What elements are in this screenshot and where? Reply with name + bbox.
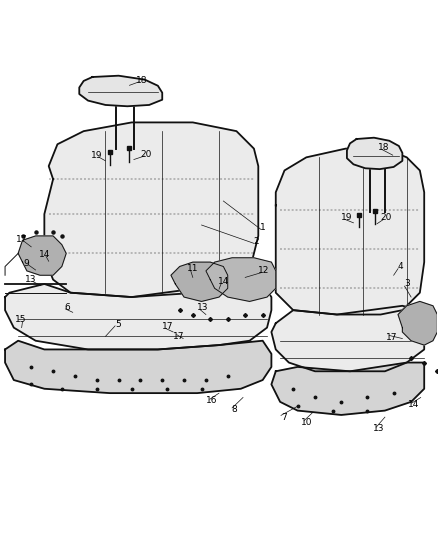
Text: 16: 16 xyxy=(206,397,218,406)
Text: 14: 14 xyxy=(408,400,420,409)
Polygon shape xyxy=(5,341,272,393)
Text: 17: 17 xyxy=(173,332,184,341)
Text: 19: 19 xyxy=(341,213,353,222)
Text: 11: 11 xyxy=(187,264,198,273)
Text: 13: 13 xyxy=(197,303,208,312)
Text: 8: 8 xyxy=(232,405,237,414)
Text: 13: 13 xyxy=(373,424,384,433)
Polygon shape xyxy=(18,236,66,275)
Polygon shape xyxy=(272,362,424,415)
Polygon shape xyxy=(206,258,276,302)
Text: 17: 17 xyxy=(16,235,28,244)
Text: 4: 4 xyxy=(397,262,403,271)
Text: 17: 17 xyxy=(386,333,397,342)
Polygon shape xyxy=(171,262,228,302)
Text: 6: 6 xyxy=(65,303,71,312)
Text: 19: 19 xyxy=(91,151,102,160)
Text: 5: 5 xyxy=(115,320,120,329)
Text: 18: 18 xyxy=(135,76,147,85)
Text: 15: 15 xyxy=(15,315,27,324)
Polygon shape xyxy=(398,302,437,345)
Text: 13: 13 xyxy=(25,275,36,284)
Text: 12: 12 xyxy=(258,266,270,276)
Polygon shape xyxy=(272,306,424,372)
Text: 1: 1 xyxy=(260,223,265,232)
Text: 2: 2 xyxy=(253,237,259,246)
Polygon shape xyxy=(79,76,162,106)
Polygon shape xyxy=(44,123,258,297)
Text: 17: 17 xyxy=(162,322,173,331)
Text: 18: 18 xyxy=(378,143,390,152)
Text: 20: 20 xyxy=(380,213,392,222)
Text: 10: 10 xyxy=(300,418,312,427)
Text: 14: 14 xyxy=(218,277,229,286)
Text: 14: 14 xyxy=(39,250,50,259)
Polygon shape xyxy=(5,275,272,350)
Text: 7: 7 xyxy=(281,413,286,422)
Text: 9: 9 xyxy=(23,259,29,268)
Text: 20: 20 xyxy=(141,150,152,159)
Polygon shape xyxy=(347,138,403,169)
Text: 3: 3 xyxy=(404,279,410,288)
Polygon shape xyxy=(276,149,424,314)
